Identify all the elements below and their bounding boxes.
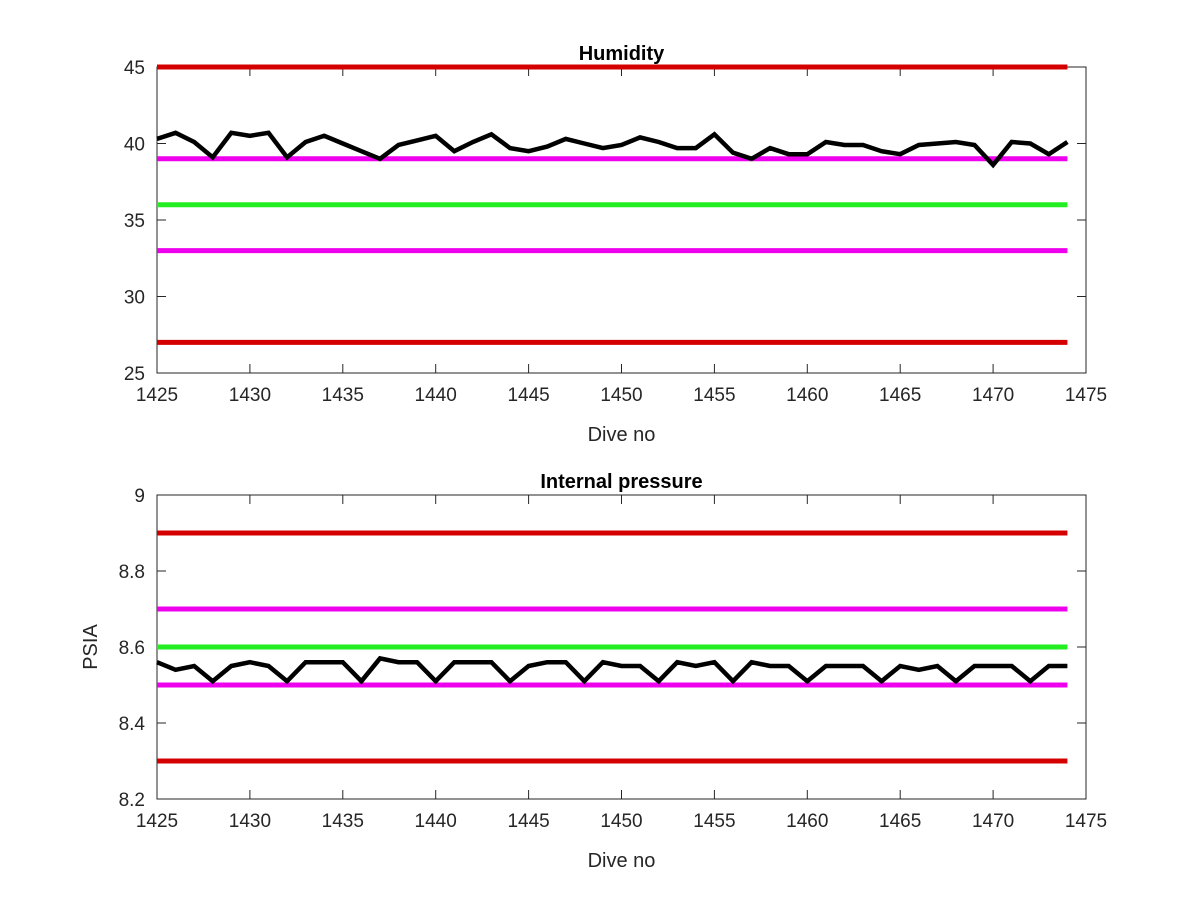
x-tick-label: 1430 — [229, 385, 271, 406]
x-tick-label: 1475 — [1065, 811, 1107, 832]
x-tick-label: 1460 — [786, 811, 828, 832]
y-tick-label: 8.2 — [119, 790, 145, 811]
y-tick-label: 8.6 — [119, 638, 145, 659]
y-tick-label: 25 — [124, 364, 145, 385]
chart-title: Humidity — [579, 43, 665, 65]
x-tick-label: 1460 — [786, 385, 828, 406]
axes-box — [156, 66, 1087, 374]
y-axis-label: PSIA — [80, 624, 102, 670]
series-line — [156, 130, 1069, 169]
x-tick-label: 1465 — [879, 811, 921, 832]
x-tick-label: 1470 — [972, 811, 1014, 832]
series-line — [156, 655, 1068, 685]
chart-panel-1: 1425 1430 1435 1440 1445 1450 1455 1460 1465 1470… — [124, 43, 1107, 446]
x-tick-label: 1435 — [322, 811, 364, 832]
x-tick-label: 1445 — [507, 385, 549, 406]
y-tick-label: 8.4 — [119, 714, 146, 735]
x-tick-label: 1455 — [693, 385, 735, 406]
x-tick-label: 1455 — [693, 811, 735, 832]
x-tick-label: 1475 — [1065, 385, 1107, 406]
x-tick-label: 1465 — [879, 385, 921, 406]
chart-title: Internal pressure — [540, 471, 702, 493]
y-tick-label: 8.8 — [119, 562, 145, 583]
x-tick-label: 1440 — [415, 811, 457, 832]
chart-panel-2: 1425 1430 1435 1440 1445 1450 1455 1460 1465 1470… — [80, 471, 1107, 872]
x-tick-label: 1425 — [136, 385, 178, 406]
x-tick-label: 1450 — [600, 385, 642, 406]
x-tick-label: 1435 — [322, 385, 364, 406]
y-tick-label: 30 — [124, 288, 145, 309]
x-tick-label: 1445 — [507, 811, 549, 832]
x-tick-label: 1470 — [972, 385, 1014, 406]
y-tick-label: 9 — [134, 486, 145, 507]
y-tick-label: 45 — [124, 58, 145, 79]
x-tick-label: 1425 — [136, 811, 178, 832]
x-tick-label: 1440 — [415, 385, 457, 406]
y-tick-label: 40 — [124, 135, 145, 156]
x-axis-label: Dive no — [588, 424, 656, 446]
x-axis-label: Dive no — [588, 850, 656, 872]
x-tick-label: 1430 — [229, 811, 271, 832]
x-tick-label: 1450 — [600, 811, 642, 832]
y-tick-label: 35 — [124, 211, 145, 232]
